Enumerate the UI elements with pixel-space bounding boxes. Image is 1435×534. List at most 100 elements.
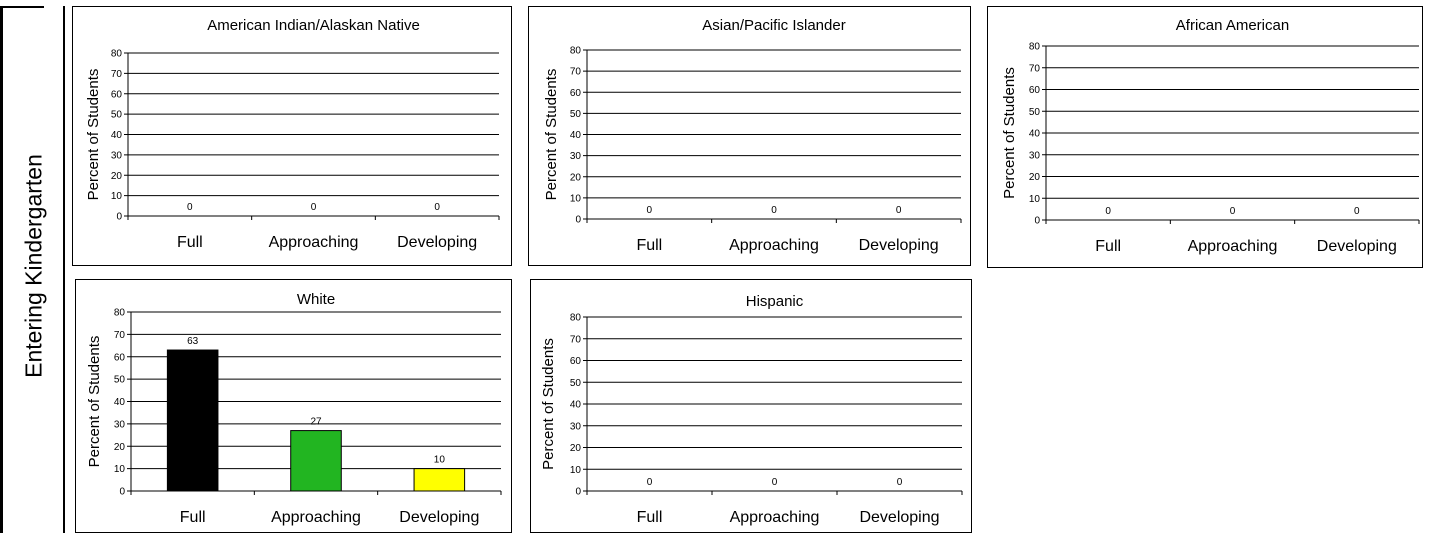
x-tick-label: Full xyxy=(636,237,662,254)
y-tick-label: 70 xyxy=(570,334,582,345)
chart-panel-asian-pacific-islander: Asian/Pacific Islander 0 10 20 30 40 50 60 70 80 P… xyxy=(528,6,971,266)
bar xyxy=(166,349,219,492)
y-tick-label: 10 xyxy=(1029,194,1041,205)
chart-svg: White 0 10 20 30 40 50 60 70 80 Percent of Student… xyxy=(86,291,502,526)
data-label: 0 xyxy=(771,205,777,216)
y-tick-label: 50 xyxy=(111,110,123,121)
y-axis-label: Percent of Students xyxy=(86,336,103,468)
chart-panel-white: White 0 10 20 30 40 50 60 70 80 Percent of Student… xyxy=(75,279,512,533)
y-tick-label: 40 xyxy=(1029,129,1041,140)
y-tick-label: 0 xyxy=(575,215,581,226)
data-label: 0 xyxy=(647,205,653,216)
y-tick-label: 60 xyxy=(114,352,126,363)
chart-panel-american-indian-alaskan-native: American Indian/Alaskan Native 0 10 20 30 40 5… xyxy=(72,6,512,266)
y-tick-label: 50 xyxy=(1029,107,1041,118)
chart-panel-african-american: African American 0 10 20 30 40 50 60 70 80 Percent… xyxy=(987,6,1423,268)
data-label: 0 xyxy=(772,477,778,488)
data-label: 27 xyxy=(310,417,322,428)
y-tick-label: 70 xyxy=(570,67,582,78)
x-tick-label: Approaching xyxy=(271,509,361,526)
y-tick-label: 20 xyxy=(570,443,582,454)
y-tick-label: 10 xyxy=(114,464,126,475)
y-tick-label: 0 xyxy=(1034,216,1040,227)
side-label: Entering Kindergarten xyxy=(14,106,54,426)
y-tick-label: 20 xyxy=(570,172,582,183)
x-tick-label: Developing xyxy=(859,509,939,526)
chart-svg: African American 0 10 20 30 40 50 60 70 80 Percent… xyxy=(1001,17,1420,255)
side-rule-right xyxy=(63,6,65,533)
x-tick-label: Developing xyxy=(399,509,479,526)
y-tick-label: 0 xyxy=(575,487,581,498)
y-tick-label: 30 xyxy=(114,419,126,430)
x-tick-label: Developing xyxy=(397,234,477,251)
side-rule-left xyxy=(0,6,3,533)
y-tick-label: 50 xyxy=(570,378,582,389)
y-tick-label: 70 xyxy=(1029,63,1041,74)
y-tick-label: 0 xyxy=(119,487,125,498)
x-tick-label: Full xyxy=(180,509,206,526)
chart-svg: Hispanic 0 10 20 30 40 50 60 70 80 Percent of Stud… xyxy=(540,293,963,526)
chart-title: Hispanic xyxy=(746,293,804,310)
chart-title: White xyxy=(297,291,335,308)
y-tick-label: 20 xyxy=(114,442,126,453)
data-label: 0 xyxy=(1105,206,1111,217)
y-tick-label: 20 xyxy=(111,171,123,182)
bar xyxy=(413,468,466,492)
y-axis-label: Percent of Students xyxy=(85,69,102,201)
y-tick-label: 60 xyxy=(570,88,582,99)
x-tick-label: Full xyxy=(177,234,203,251)
x-tick-label: Approaching xyxy=(729,237,819,254)
data-label: 0 xyxy=(311,202,317,213)
bar xyxy=(290,430,342,492)
x-tick-label: Approaching xyxy=(269,234,359,251)
y-tick-label: 30 xyxy=(1029,150,1041,161)
data-label: 63 xyxy=(187,336,199,347)
side-rule-top xyxy=(0,6,44,8)
data-label: 0 xyxy=(897,477,903,488)
y-axis-label: Percent of Students xyxy=(1001,67,1018,199)
y-tick-label: 80 xyxy=(1029,42,1041,53)
y-tick-label: 50 xyxy=(114,375,126,386)
x-tick-label: Approaching xyxy=(730,509,820,526)
y-tick-label: 0 xyxy=(116,212,122,223)
x-tick-label: Full xyxy=(637,509,663,526)
y-tick-label: 60 xyxy=(1029,85,1041,96)
x-tick-label: Developing xyxy=(1317,238,1397,255)
data-label: 0 xyxy=(1354,206,1360,217)
y-tick-label: 80 xyxy=(111,49,123,60)
side-label-text: Entering Kindergarten xyxy=(20,154,47,378)
y-tick-label: 70 xyxy=(111,69,123,80)
data-label: 10 xyxy=(434,455,446,466)
chart-svg: Asian/Pacific Islander 0 10 20 30 40 50 60 70 80 P… xyxy=(543,17,962,254)
x-tick-label: Approaching xyxy=(1188,238,1278,255)
data-label: 0 xyxy=(647,477,653,488)
y-tick-label: 30 xyxy=(570,421,582,432)
y-tick-label: 10 xyxy=(111,191,123,202)
y-tick-label: 50 xyxy=(570,109,582,120)
data-label: 0 xyxy=(1230,206,1236,217)
y-tick-label: 20 xyxy=(1029,172,1041,183)
y-tick-label: 30 xyxy=(111,150,123,161)
y-tick-label: 40 xyxy=(111,130,123,141)
chart-title: African American xyxy=(1176,17,1289,34)
data-label: 0 xyxy=(187,202,193,213)
y-axis-label: Percent of Students xyxy=(543,69,560,201)
x-tick-label: Full xyxy=(1095,238,1121,255)
chart-panel-hispanic: Hispanic 0 10 20 30 40 50 60 70 80 Percent of Stud… xyxy=(530,279,972,533)
y-tick-label: 10 xyxy=(570,465,582,476)
data-label: 0 xyxy=(896,205,902,216)
y-tick-label: 80 xyxy=(570,46,582,57)
chart-svg: American Indian/Alaskan Native 0 10 20 30 40 5… xyxy=(85,17,500,251)
y-tick-label: 40 xyxy=(570,400,582,411)
y-tick-label: 10 xyxy=(570,193,582,204)
chart-title: American Indian/Alaskan Native xyxy=(207,17,420,34)
y-tick-label: 60 xyxy=(111,89,123,100)
y-tick-label: 80 xyxy=(570,313,582,324)
y-tick-label: 40 xyxy=(114,397,126,408)
chart-title: Asian/Pacific Islander xyxy=(702,17,845,34)
y-tick-label: 30 xyxy=(570,151,582,162)
y-tick-label: 60 xyxy=(570,356,582,367)
x-tick-label: Developing xyxy=(859,237,939,254)
y-tick-label: 80 xyxy=(114,308,126,319)
y-tick-label: 70 xyxy=(114,330,126,341)
